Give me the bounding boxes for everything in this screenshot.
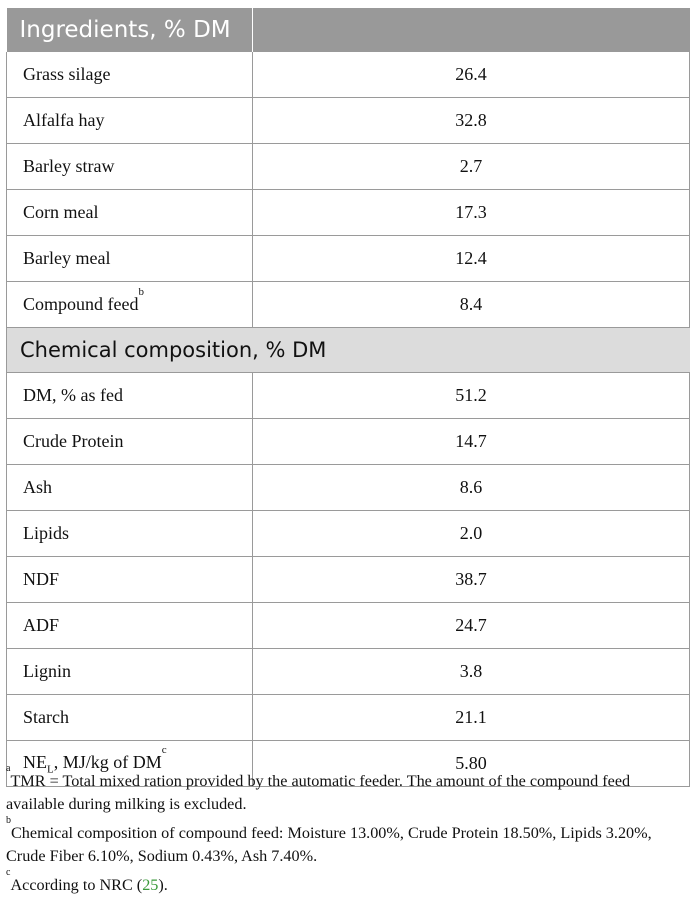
row-value: 17.3 [252, 189, 690, 236]
table-row: ADF 24.7 [6, 602, 690, 649]
table-row: Lipids 2.0 [6, 510, 690, 557]
row-value: 21.1 [252, 694, 690, 741]
footnote-text-end: ). [158, 876, 168, 894]
section-header-chemical: Chemical composition, % DM [6, 327, 690, 373]
row-value: 8.6 [252, 464, 690, 511]
row-value: 8.4 [252, 281, 690, 328]
row-label-suffix: , MJ/kg of DM [53, 751, 162, 772]
footnote-marker: b [6, 815, 11, 826]
footnote-marker: c [6, 867, 11, 878]
footnote-c: cAccording to NRC (25). [6, 868, 690, 897]
row-label: Corn meal [6, 189, 253, 236]
table-row: NDF 38.7 [6, 556, 690, 603]
section-header-blank [252, 8, 690, 52]
table-row: Grass silage 26.4 [6, 52, 690, 98]
row-value: 5.80 [252, 740, 690, 787]
row-label: Grass silage [6, 52, 253, 98]
table-footnotes: aTMR = Total mixed ration provided by th… [6, 764, 690, 903]
row-value: 2.7 [252, 143, 690, 190]
row-label-subscript: L [47, 763, 54, 776]
section-title: Ingredients, % DM [6, 8, 253, 52]
row-value: 38.7 [252, 556, 690, 603]
row-label: Ash [6, 464, 253, 511]
footnote-text: According to NRC ( [10, 876, 143, 894]
row-value: 2.0 [252, 510, 690, 557]
section-title: Chemical composition, % DM [6, 327, 690, 373]
reference-link[interactable]: 25 [142, 876, 159, 894]
table-row: Lignin 3.8 [6, 648, 690, 695]
row-label: Alfalfa hay [6, 97, 253, 144]
row-value: 32.8 [252, 97, 690, 144]
table-row: Alfalfa hay 32.8 [6, 97, 690, 144]
row-label: Lipids [6, 510, 253, 557]
table-row: Corn meal 17.3 [6, 189, 690, 236]
row-label: NDF [6, 556, 253, 603]
table-row: Crude Protein 14.7 [6, 418, 690, 465]
footnote-marker: b [138, 286, 144, 298]
row-label: NEL, MJ/kg of DMc [6, 740, 253, 787]
table-row: DM, % as fed 51.2 [6, 372, 690, 419]
table-row: Ash 8.6 [6, 464, 690, 511]
row-label: Crude Protein [6, 418, 253, 465]
row-value: 3.8 [252, 648, 690, 695]
row-value: 51.2 [252, 372, 690, 419]
table-row: Barley straw 2.7 [6, 143, 690, 190]
row-value: 26.4 [252, 52, 690, 98]
row-label: Barley meal [6, 235, 253, 282]
footnote-marker: c [161, 743, 167, 756]
footnote-text: TMR = Total mixed ration provided by the… [6, 772, 631, 813]
composition-table: Ingredients, % DM Grass silage 26.4 Alfa… [6, 8, 690, 787]
row-label-text: Compound feed [23, 294, 139, 314]
row-label: DM, % as fed [6, 372, 253, 419]
table-row: Compound feedb 8.4 [6, 281, 690, 328]
row-label: Barley straw [6, 143, 253, 190]
row-value: 14.7 [252, 418, 690, 465]
row-label: Lignin [6, 648, 253, 695]
footnote-text: Chemical composition of compound feed: M… [6, 824, 652, 865]
row-value: 24.7 [252, 602, 690, 649]
table-row: Starch 21.1 [6, 694, 690, 741]
row-label: Starch [6, 694, 253, 741]
table-row: Barley meal 12.4 [6, 235, 690, 282]
footnote-marker: a [6, 763, 11, 774]
row-label: Compound feedb [6, 281, 253, 328]
row-value: 12.4 [252, 235, 690, 282]
footnote-a: aTMR = Total mixed ration provided by th… [6, 764, 690, 816]
footnote-b: bChemical composition of compound feed: … [6, 816, 690, 868]
section-header-ingredients: Ingredients, % DM [6, 8, 690, 52]
table-row: NEL, MJ/kg of DMc 5.80 [6, 740, 690, 787]
row-label-prefix: NE [23, 751, 47, 772]
composition-table-container: Ingredients, % DM Grass silage 26.4 Alfa… [6, 8, 690, 787]
row-label: ADF [6, 602, 253, 649]
